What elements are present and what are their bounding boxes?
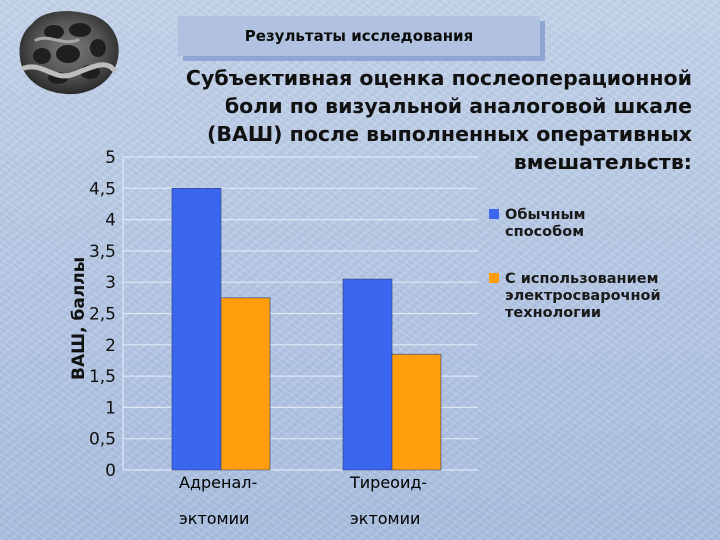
x-tick-label: эктомии [179, 509, 249, 528]
y-tick-label: 0 [105, 461, 116, 481]
legend-label: С использованием [505, 271, 658, 287]
bar [171, 188, 222, 471]
y-tick-label: 2,5 [89, 305, 116, 325]
y-tick-label: 3,5 [89, 242, 116, 262]
bar [391, 353, 442, 471]
legend-swatch [489, 273, 499, 283]
y-axis-label: ВАШ, баллы [69, 257, 89, 380]
x-tick-label: эктомии [350, 509, 420, 528]
legend-label: Обычным [505, 207, 586, 223]
logo [19, 11, 119, 95]
y-tick-label: 4 [105, 211, 116, 231]
legend-label: электросварочной [505, 288, 661, 304]
y-tick-label: 1,5 [89, 367, 116, 387]
y-tick-label: 3 [105, 273, 116, 293]
x-tick-label: Адренал- [179, 473, 257, 492]
legend-label: технологии [505, 305, 601, 321]
legend-label: способом [505, 224, 584, 240]
legend-swatch [489, 209, 499, 219]
y-tick-label: 1 [105, 398, 116, 418]
y-tick-label: 2 [105, 336, 116, 356]
chart-title: Субъективная оценка послеоперационной бо… [185, 66, 692, 174]
y-tick-label: 4,5 [89, 179, 116, 199]
bar [220, 297, 271, 471]
banner: Результаты исследования [178, 16, 540, 56]
bar [342, 278, 393, 471]
y-tick-label: 5 [105, 148, 116, 168]
y-tick-label: 0,5 [89, 430, 116, 450]
x-tick-label: Тиреоид- [349, 473, 427, 492]
banner-text: Результаты исследования [244, 27, 474, 45]
